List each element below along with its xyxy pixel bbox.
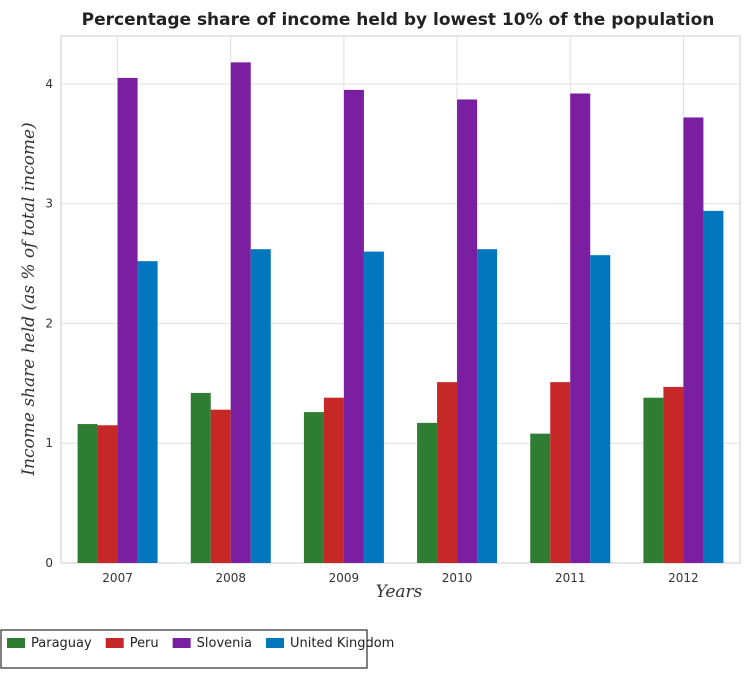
bar-paraguay-2011 [530,433,551,563]
y-tick-label: 4 [45,77,53,91]
legend: Paraguay Peru Slovenia United Kingdom [0,629,394,669]
bar-slovenia-2011 [570,93,591,563]
legend-label: Slovenia [197,636,252,651]
x-tick-label: 2009 [329,571,360,585]
bar-united-kingdom-2008 [250,249,271,564]
legend-swatch [105,638,124,648]
bar-slovenia-2012 [683,117,704,563]
tick-labels: 0 1 2 3 4 2007 2008 2009 2010 2011 2012 [45,77,698,585]
y-axis-label: Income share held (as % of total income) [19,122,39,476]
bar-slovenia-2008 [230,62,251,563]
x-tick-label: 2007 [102,571,133,585]
bar-peru-2007 [97,425,118,563]
bar-slovenia-2010 [457,99,478,563]
bar-peru-2009 [323,397,344,563]
x-tick-label: 2012 [668,571,699,585]
bar-peru-2010 [437,382,458,563]
legend-swatch [172,638,191,648]
chart-title: Percentage share of income held by lowes… [82,10,715,30]
plot-frame [60,35,741,564]
y-tick-label: 3 [45,197,53,211]
bar-united-kingdom-2011 [590,255,611,564]
x-axis-label: Years [376,582,423,602]
bar-paraguay-2009 [303,412,324,563]
bar-united-kingdom-2010 [477,249,498,564]
bar-united-kingdom-2009 [363,251,384,563]
y-tick-label: 0 [45,556,53,570]
bars [77,62,724,564]
x-tick-label: 2011 [555,571,586,585]
y-tick-label: 1 [45,436,53,450]
bar-united-kingdom-2012 [703,210,724,564]
legend-label: Paraguay [31,636,92,651]
bar-paraguay-2010 [417,422,438,563]
bar-slovenia-2009 [343,89,364,563]
legend-swatch [265,638,284,648]
x-tick-label: 2010 [442,571,473,585]
legend-label: Peru [130,636,159,651]
bar-slovenia-2007 [117,77,138,563]
bar-paraguay-2007 [77,424,98,563]
bar-united-kingdom-2007 [137,261,158,563]
x-tick-label: 2008 [215,571,246,585]
legend-box [0,629,368,669]
legend-swatch [7,638,25,648]
bar-peru-2011 [550,382,571,563]
bar-peru-2008 [210,409,231,563]
bar-paraguay-2012 [643,397,664,563]
bar-paraguay-2008 [190,392,211,563]
legend-label: United Kingdom [290,636,394,651]
y-tick-label: 2 [45,316,53,330]
bar-peru-2012 [663,386,684,563]
